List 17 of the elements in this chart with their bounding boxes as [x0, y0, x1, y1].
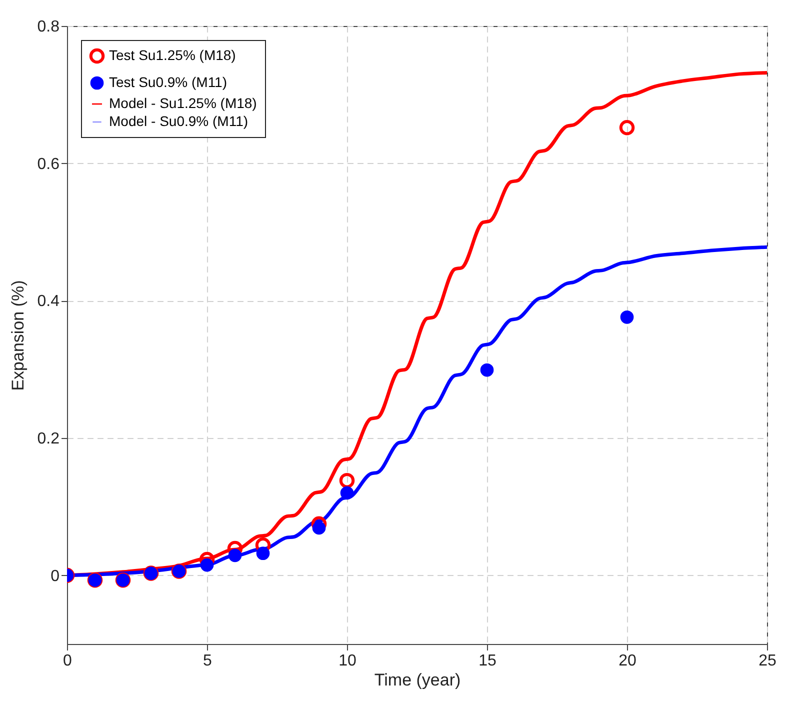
legend-label: Test Su0.9% (M11) [109, 74, 228, 90]
y-tick-label: 0.2 [37, 430, 60, 448]
x-axis-title: Time (year) [374, 670, 461, 690]
x-tick-label: 20 [618, 652, 636, 670]
y-axis-title: Expansion (%) [8, 280, 28, 391]
y-tick-label: 0.6 [37, 156, 60, 173]
legend-label: Model - Su0.9% (M11) [109, 113, 248, 129]
x-tick-label: 25 [758, 652, 776, 670]
y-tick-label: 0.8 [37, 18, 60, 36]
y-tick-label: 0.4 [37, 293, 60, 310]
x-tick-label: 10 [338, 652, 356, 670]
y-tick-label: 0 [50, 568, 60, 585]
x-tick-label: 0 [63, 652, 72, 670]
legend-label: Model - Su1.25% (M18) [109, 95, 257, 111]
x-tick-label: 15 [478, 652, 496, 670]
x-tick-label: 5 [203, 652, 212, 670]
legend-label: Test Su1.25% (M18) [109, 47, 236, 63]
